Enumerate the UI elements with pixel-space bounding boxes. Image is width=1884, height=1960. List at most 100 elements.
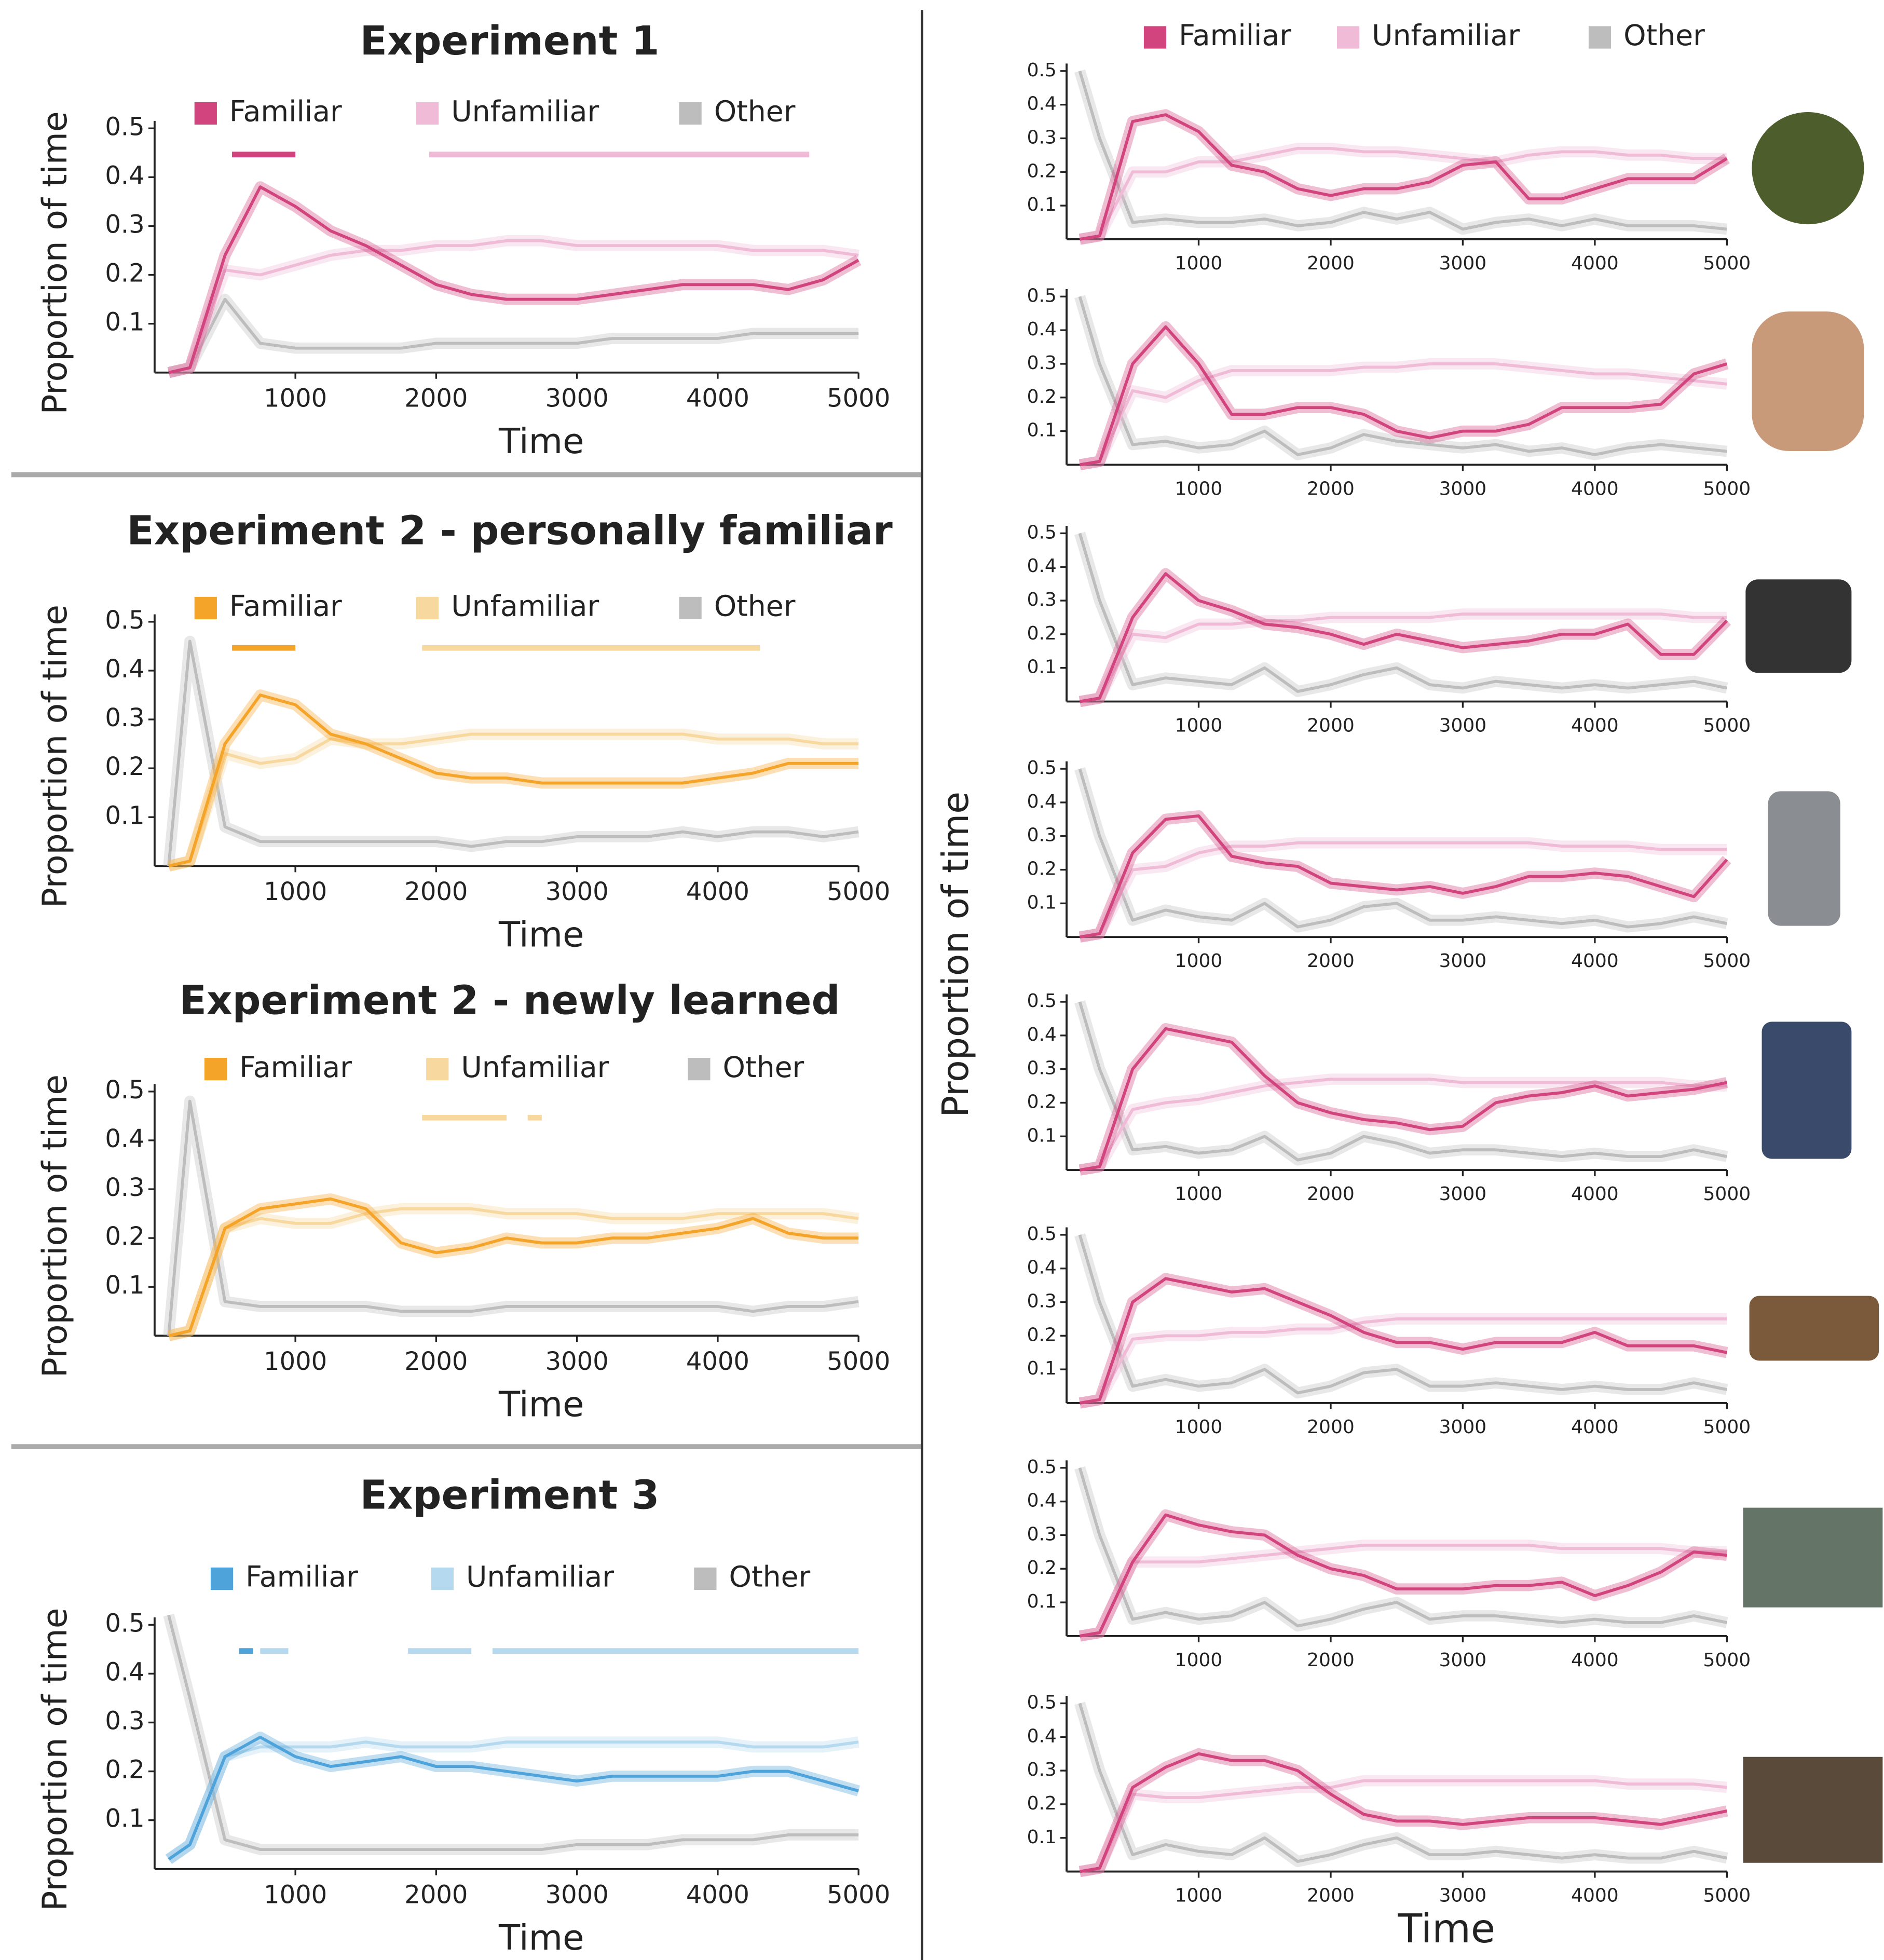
y-tick-label: 0.4 xyxy=(1027,1024,1057,1045)
x-tick-label: 1000 xyxy=(264,877,327,906)
x-tick-label: 3000 xyxy=(545,1347,609,1376)
y-tick-label: 0.1 xyxy=(105,308,144,337)
legend-label: Unfamiliar xyxy=(1372,19,1520,52)
y-tick-label: 0.4 xyxy=(1027,555,1057,577)
legend-swatch xyxy=(679,102,701,125)
y-tick-label: 0.4 xyxy=(1027,791,1057,812)
x-tick-label: 4000 xyxy=(686,384,749,413)
x-tick-label: 1000 xyxy=(1175,1417,1223,1438)
x-tick-label: 3000 xyxy=(1439,253,1487,274)
legend-label: Unfamiliar xyxy=(466,1561,614,1594)
x-tick-label: 2000 xyxy=(1307,1183,1355,1205)
y-tick-label: 0.3 xyxy=(1027,589,1057,610)
stimulus-image xyxy=(1743,1757,1883,1863)
x-tick-label: 4000 xyxy=(1571,478,1619,499)
series-band xyxy=(169,300,858,373)
y-tick-label: 0.5 xyxy=(105,112,144,141)
series-band xyxy=(169,241,858,373)
y-tick-label: 0.4 xyxy=(1027,319,1057,340)
legend-label: Unfamiliar xyxy=(451,96,599,129)
y-tick-label: 0.5 xyxy=(1027,285,1057,306)
y-tick-label: 0.2 xyxy=(1027,160,1057,182)
legend-swatch xyxy=(431,1568,454,1590)
series-line xyxy=(169,642,858,866)
legend-label: Familiar xyxy=(1179,19,1291,52)
legend-swatch xyxy=(195,102,217,125)
y-tick-label: 0.2 xyxy=(1027,1557,1057,1578)
y-tick-label: 0.4 xyxy=(105,655,144,684)
legend-label: Other xyxy=(1623,19,1705,52)
x-axis-label: Time xyxy=(498,1384,584,1425)
x-tick-label: 5000 xyxy=(1703,1885,1751,1907)
x-tick-label: 4000 xyxy=(1571,1885,1619,1907)
x-tick-label: 2000 xyxy=(404,1347,468,1376)
legend-label: Unfamiliar xyxy=(451,590,599,623)
y-tick-label: 0.1 xyxy=(1027,1827,1057,1848)
y-tick-label: 0.2 xyxy=(1027,623,1057,644)
x-tick-label: 3000 xyxy=(1439,1417,1487,1438)
y-axis-label: Proportion of time xyxy=(36,1608,75,1911)
y-tick-label: 0.4 xyxy=(1027,1490,1057,1512)
x-tick-label: 5000 xyxy=(827,877,890,906)
y-axis-label: Proportion of time xyxy=(36,111,75,414)
x-tick-label: 4000 xyxy=(1571,950,1619,972)
stimulus-image xyxy=(1752,311,1864,451)
legend-swatch xyxy=(1589,26,1611,48)
x-tick-label: 3000 xyxy=(545,877,609,906)
x-tick-label: 1000 xyxy=(1175,1183,1223,1205)
y-axis-label: Proportion of time xyxy=(36,605,75,908)
y-tick-label: 0.3 xyxy=(1027,1291,1057,1312)
y-tick-label: 0.5 xyxy=(1027,522,1057,543)
y-axis-label: Proportion of time xyxy=(935,792,977,1118)
stimulus-image xyxy=(1743,1508,1883,1608)
x-tick-label: 2000 xyxy=(1307,715,1355,736)
x-tick-label: 1000 xyxy=(264,1347,327,1376)
x-tick-label: 3000 xyxy=(545,384,609,413)
x-tick-label: 5000 xyxy=(1703,478,1751,499)
y-tick-label: 0.1 xyxy=(105,801,144,830)
y-tick-label: 0.1 xyxy=(1027,194,1057,215)
x-tick-label: 5000 xyxy=(1703,1183,1751,1205)
y-tick-label: 0.3 xyxy=(1027,127,1057,148)
x-tick-label: 4000 xyxy=(1571,1183,1619,1205)
y-tick-label: 0.5 xyxy=(1027,990,1057,1012)
stimulus-image xyxy=(1752,112,1864,224)
y-tick-label: 0.3 xyxy=(1027,352,1057,374)
y-tick-label: 0.5 xyxy=(1027,60,1057,81)
x-tick-label: 4000 xyxy=(1571,1650,1619,1671)
y-tick-label: 0.2 xyxy=(1027,1324,1057,1345)
stimulus-image xyxy=(1768,791,1840,925)
x-tick-label: 3000 xyxy=(1439,950,1487,972)
page: {"chart_data": [ {"type": "line", "title… xyxy=(0,0,1884,1960)
legend-swatch xyxy=(204,1058,227,1080)
y-tick-label: 0.3 xyxy=(105,210,144,239)
y-tick-label: 0.1 xyxy=(1027,657,1057,678)
stimulus-images xyxy=(1743,112,1883,1863)
x-tick-label: 3000 xyxy=(1439,1183,1487,1205)
x-tick-label: 2000 xyxy=(1307,1417,1355,1438)
x-tick-label: 2000 xyxy=(404,877,468,906)
x-axis-label: Time xyxy=(498,1917,584,1958)
y-tick-label: 0.2 xyxy=(105,1755,144,1785)
x-axis-label: Time xyxy=(1397,1906,1495,1952)
x-tick-label: 1000 xyxy=(1175,715,1223,736)
y-tick-label: 0.2 xyxy=(105,752,144,781)
x-tick-label: 1000 xyxy=(1175,1885,1223,1907)
legend-swatch xyxy=(1337,26,1359,48)
y-tick-label: 0.3 xyxy=(1027,1523,1057,1545)
y-tick-label: 0.1 xyxy=(1027,420,1057,441)
x-tick-label: 2000 xyxy=(1307,1885,1355,1907)
x-tick-label: 4000 xyxy=(1571,1417,1619,1438)
y-tick-label: 0.2 xyxy=(105,259,144,288)
x-tick-label: 2000 xyxy=(1307,478,1355,499)
y-tick-label: 0.5 xyxy=(105,606,144,635)
series-line xyxy=(169,241,858,373)
y-tick-label: 0.4 xyxy=(105,1657,144,1686)
x-tick-label: 5000 xyxy=(827,1347,890,1376)
legend-swatch xyxy=(426,1058,448,1080)
y-tick-label: 0.1 xyxy=(1027,1125,1057,1146)
x-tick-label: 4000 xyxy=(686,1347,749,1376)
series-line xyxy=(1080,816,1727,937)
x-tick-label: 4000 xyxy=(686,1881,749,1910)
x-tick-label: 3000 xyxy=(1439,715,1487,736)
